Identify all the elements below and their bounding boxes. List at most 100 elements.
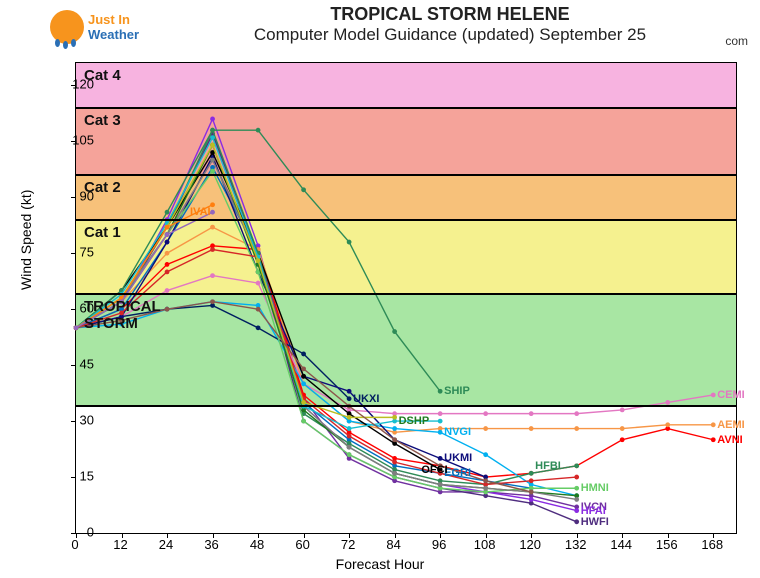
model-marker: [256, 128, 261, 133]
x-tick-label: 36: [204, 537, 218, 552]
model-marker: [665, 422, 670, 427]
model-marker: [301, 374, 306, 379]
corner-text: com: [725, 34, 748, 48]
band-label: TROPICAL STORM: [84, 298, 161, 332]
model-marker: [438, 430, 443, 435]
model-marker: [210, 210, 215, 215]
x-tick-label: 156: [656, 537, 678, 552]
model-marker: [301, 366, 306, 371]
model-marker: [256, 307, 261, 312]
model-line: [76, 250, 577, 485]
model-marker: [210, 143, 215, 148]
sun-rain-icon: [50, 10, 84, 44]
model-marker: [665, 400, 670, 405]
y-tick-label: 30: [64, 413, 94, 428]
model-marker: [256, 281, 261, 286]
band-label: Cat 3: [84, 112, 121, 129]
model-marker: [529, 471, 534, 476]
x-tick-label: 60: [295, 537, 309, 552]
model-marker: [347, 389, 352, 394]
model-marker: [347, 426, 352, 431]
model-marker: [392, 437, 397, 442]
model-marker: [711, 393, 716, 398]
model-marker: [301, 400, 306, 405]
model-marker: [165, 225, 170, 230]
model-marker: [574, 411, 579, 416]
model-marker: [711, 437, 716, 442]
model-marker: [574, 475, 579, 480]
model-marker: [574, 508, 579, 513]
model-marker: [210, 117, 215, 122]
x-tick-label: 0: [71, 537, 78, 552]
model-marker: [529, 478, 534, 483]
model-marker: [256, 325, 261, 330]
model-marker: [392, 460, 397, 465]
model-marker: [483, 478, 488, 483]
model-marker: [165, 288, 170, 293]
model-marker: [210, 128, 215, 133]
y-tick-label: 0: [64, 525, 94, 540]
y-axis-label: Wind Speed (kt): [18, 190, 34, 290]
model-marker: [574, 426, 579, 431]
model-marker: [210, 158, 215, 163]
model-marker: [711, 422, 716, 427]
model-marker: [529, 497, 534, 502]
threshold-line: [76, 405, 736, 407]
model-marker: [210, 202, 215, 207]
model-marker: [392, 329, 397, 334]
model-marker: [347, 445, 352, 450]
model-marker: [574, 497, 579, 502]
model-marker: [301, 352, 306, 357]
model-marker: [574, 486, 579, 491]
logo-line1: Just In: [88, 12, 130, 27]
model-marker: [392, 426, 397, 431]
model-marker: [438, 471, 443, 476]
model-marker: [347, 452, 352, 457]
model-marker: [438, 419, 443, 424]
model-marker: [347, 240, 352, 245]
x-tick-label: 72: [341, 537, 355, 552]
y-tick-label: 60: [64, 301, 94, 316]
threshold-line: [76, 107, 736, 109]
x-tick-label: 24: [159, 537, 173, 552]
model-marker: [620, 437, 625, 442]
chart-container: { "logo": { "line1": "Just In", "line2":…: [0, 0, 760, 578]
logo: Just In Weather: [50, 10, 139, 44]
band-label: Cat 1: [84, 224, 121, 241]
model-marker: [392, 471, 397, 476]
logo-line2: Weather: [88, 27, 139, 42]
model-marker: [165, 240, 170, 245]
series-svg: [76, 63, 736, 533]
model-marker: [210, 273, 215, 278]
model-marker: [620, 408, 625, 413]
model-marker: [620, 426, 625, 431]
model-marker: [210, 135, 215, 140]
model-marker: [483, 486, 488, 491]
model-marker: [210, 225, 215, 230]
model-marker: [347, 396, 352, 401]
x-tick-label: 48: [250, 537, 264, 552]
model-marker: [256, 258, 261, 263]
model-marker: [347, 415, 352, 420]
threshold-line: [76, 293, 736, 295]
model-marker: [165, 251, 170, 256]
threshold-line: [76, 219, 736, 221]
model-marker: [165, 262, 170, 267]
model-marker: [347, 434, 352, 439]
x-tick-label: 168: [701, 537, 723, 552]
model-line: [76, 276, 713, 414]
y-tick-label: 120: [64, 77, 94, 92]
x-tick-label: 120: [519, 537, 541, 552]
chart-subtitle: Computer Model Guidance (updated) Septem…: [190, 25, 710, 45]
model-marker: [165, 307, 170, 312]
model-marker: [74, 325, 79, 330]
model-marker: [574, 463, 579, 468]
x-tick-label: 84: [386, 537, 400, 552]
model-marker: [438, 482, 443, 487]
chart-title: TROPICAL STORM HELENE: [190, 4, 710, 25]
logo-text: Just In Weather: [88, 12, 139, 42]
plot-area: Cat 4Cat 3Cat 2Cat 1TROPICAL STORMIVCNHW…: [75, 62, 737, 534]
model-marker: [165, 232, 170, 237]
model-marker: [165, 210, 170, 215]
model-marker: [438, 463, 443, 468]
